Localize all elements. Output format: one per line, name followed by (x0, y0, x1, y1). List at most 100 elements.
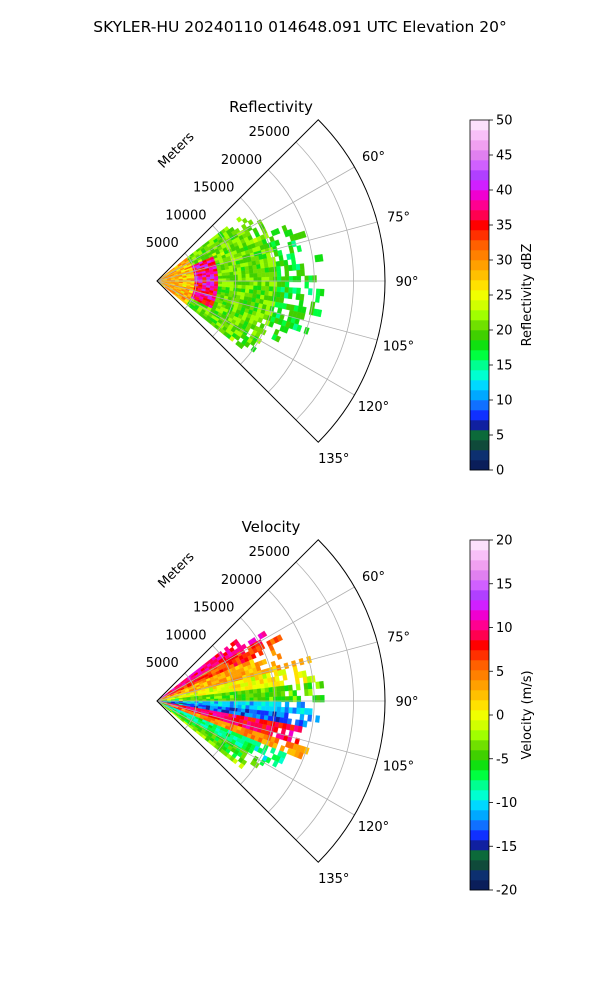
echo-gate (213, 693, 219, 697)
colorbar-label: Reflectivity dBZ (520, 244, 535, 347)
colorbar-step (470, 230, 489, 241)
colorbar-step (470, 600, 489, 611)
echo-gate (253, 281, 258, 287)
echo-gate (272, 760, 279, 768)
echo-gate (302, 720, 308, 728)
echo-gate (307, 288, 313, 296)
azimuth-tick-label: 105° (383, 760, 414, 775)
echo-gate (265, 272, 270, 278)
colorbar-tick-label: 20 (496, 534, 513, 549)
echo-gate (237, 694, 243, 699)
colorbar-step (470, 120, 489, 131)
echo-gate (238, 762, 245, 770)
echo-gate (304, 708, 309, 715)
echo-gate (257, 705, 262, 711)
echo-gate (282, 326, 290, 334)
echo-gate (268, 711, 274, 717)
echo-gate (210, 281, 215, 284)
echo-gate (248, 289, 254, 294)
colorbar-step (470, 700, 489, 711)
echo-gate (241, 284, 246, 290)
colorbar-step (470, 330, 489, 341)
panel-title: Velocity (242, 518, 301, 536)
echo-gate (241, 217, 248, 224)
echo-gate (240, 686, 246, 692)
azimuth-gridline (156, 221, 378, 282)
echo-gate (264, 267, 270, 273)
echo-gate (276, 266, 282, 272)
echo-gate (287, 264, 293, 272)
echo-gate (304, 281, 309, 289)
colorbar-step (470, 550, 489, 561)
colorbar-step (470, 370, 489, 381)
echo-gate (229, 284, 235, 289)
colorbar-step (470, 570, 489, 581)
colorbar-step (470, 670, 489, 681)
echo-gate (257, 701, 262, 707)
echo-gate (279, 680, 285, 687)
echo-gate (248, 709, 254, 714)
echo-gate (284, 701, 290, 708)
echo-gate (256, 684, 261, 690)
echo-gate (256, 709, 262, 715)
echo-gate (245, 273, 250, 279)
colorbar-tick-label: -20 (496, 884, 517, 899)
echo-gate (284, 281, 290, 288)
colorbar-step (470, 410, 489, 421)
echo-gate (221, 272, 227, 277)
echo-gate (280, 685, 285, 692)
echo-gate (300, 269, 305, 277)
colorbar: -20 -15 -10 -5 0 5 10 15 20 (469, 534, 517, 899)
echo-gate (252, 268, 258, 274)
colorbar-step (470, 860, 489, 871)
echo-gate (260, 705, 266, 711)
echo-gate (284, 707, 290, 714)
echo-gate (299, 312, 306, 320)
echo-gate (299, 293, 305, 301)
echo-gate (268, 687, 274, 693)
echo-gate (252, 688, 258, 694)
radial-axis-label: Meters (156, 549, 198, 591)
colorbar-step (470, 200, 489, 211)
colorbar-step (470, 440, 489, 451)
echo-gate (295, 263, 301, 271)
echo-gate (283, 662, 290, 670)
colorbar-step (470, 750, 489, 761)
colorbar-step (470, 390, 489, 401)
echo-gate (276, 686, 282, 692)
colorbar-step (470, 660, 489, 671)
colorbar-step (470, 270, 489, 281)
echo-gate (250, 653, 257, 660)
colorbar-step (470, 450, 489, 461)
echo-gate (284, 265, 289, 272)
sector-frame (156, 539, 386, 863)
echo-gate (221, 275, 227, 279)
azimuth-tick-label: 135° (318, 872, 349, 887)
echo-gate (217, 695, 223, 700)
azimuth-tick-label: 60° (362, 570, 385, 585)
colorbar-step (470, 160, 489, 171)
echo-gate (315, 295, 321, 303)
colorbar-step (470, 280, 489, 291)
colorbar-step (470, 340, 489, 351)
echo-gate (241, 694, 246, 699)
echo-field (158, 216, 325, 353)
echo-gate (225, 284, 231, 288)
echo-gate (221, 704, 227, 708)
echo-gate (253, 693, 258, 698)
azimuth-tick-label: 90° (395, 695, 418, 710)
colorbar-step (470, 770, 489, 781)
echo-gate (249, 705, 254, 710)
echo-gate (217, 273, 223, 277)
echo-gate (315, 715, 321, 723)
echo-gate (256, 268, 262, 274)
echo-gate (218, 701, 223, 705)
radial-tick-label: 5000 (146, 656, 179, 671)
echo-gate (236, 267, 242, 272)
echo-gate (308, 688, 313, 696)
echo-gate (252, 289, 258, 295)
echo-gate (307, 682, 313, 690)
colorbar-step (470, 170, 489, 181)
radial-tick-label: 25000 (249, 545, 290, 560)
echo-gate (283, 292, 289, 299)
